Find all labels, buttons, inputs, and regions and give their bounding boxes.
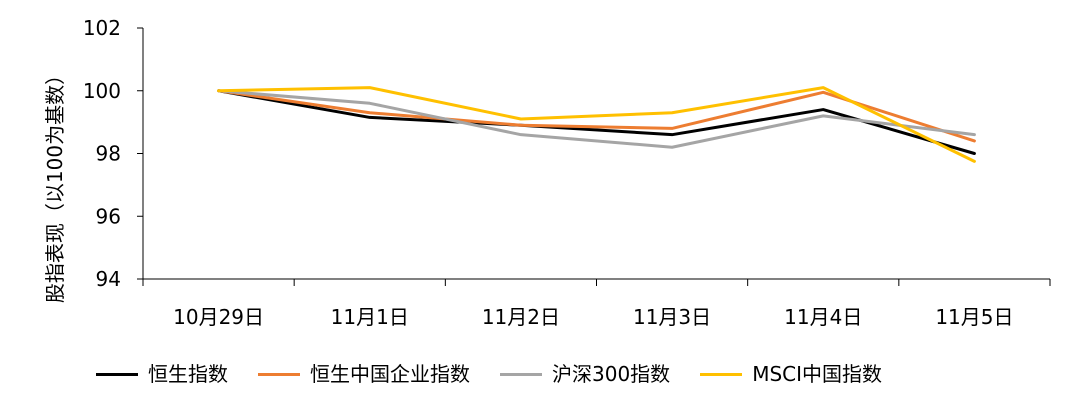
series-line-0 (217, 89, 976, 155)
legend-label-csi300: 沪深300指数 (552, 362, 671, 386)
legend: 恒生指数 恒生中国企业指数 沪深300指数 MSCI中国指数 (96, 356, 882, 392)
legend-label-hscei: 恒生中国企业指数 (310, 362, 470, 386)
x-tick-label: 11月4日 (784, 305, 862, 329)
axes (137, 27, 1051, 286)
x-tick-label: 11月5日 (935, 305, 1013, 329)
x-tick-label: 11月2日 (482, 305, 560, 329)
legend-item-hscei: 恒生中国企业指数 (258, 362, 470, 386)
legend-item-msci-china: MSCI中国指数 (700, 362, 882, 386)
series-line-2 (217, 89, 976, 149)
y-tick-label: 98 (96, 142, 121, 166)
y-tick-label: 102 (83, 16, 121, 40)
series-line-3 (217, 86, 976, 163)
legend-swatch-hsi (96, 372, 138, 376)
y-tick-label: 96 (96, 204, 121, 228)
legend-label-hsi: 恒生指数 (148, 362, 228, 386)
x-tick-label: 10月29日 (173, 305, 264, 329)
y-tick-labels: 94 96 98 100 102 (83, 16, 121, 291)
y-tick-label: 100 (83, 79, 121, 103)
y-axis-label: 股指表现（以100为基数） (43, 65, 67, 303)
legend-label-msci-china: MSCI中国指数 (752, 362, 883, 386)
x-tick-label: 11月3日 (633, 305, 711, 329)
legend-swatch-csi300 (500, 372, 542, 376)
series-lines (217, 86, 976, 163)
x-tick-label: 11月1日 (331, 305, 409, 329)
y-tick-label: 94 (96, 267, 121, 291)
line-chart: 股指表现（以100为基数） 94 96 98 100 102 10月29日 11月1日 11… (43, 16, 1051, 329)
legend-swatch-msci-china (700, 372, 743, 376)
legend-swatch-hscei (258, 372, 300, 376)
legend-item-hsi: 恒生指数 (96, 362, 228, 386)
legend-item-csi300: 沪深300指数 (500, 362, 670, 386)
x-tick-labels: 10月29日 11月1日 11月2日 11月3日 11月4日 11月5日 (173, 305, 1013, 329)
